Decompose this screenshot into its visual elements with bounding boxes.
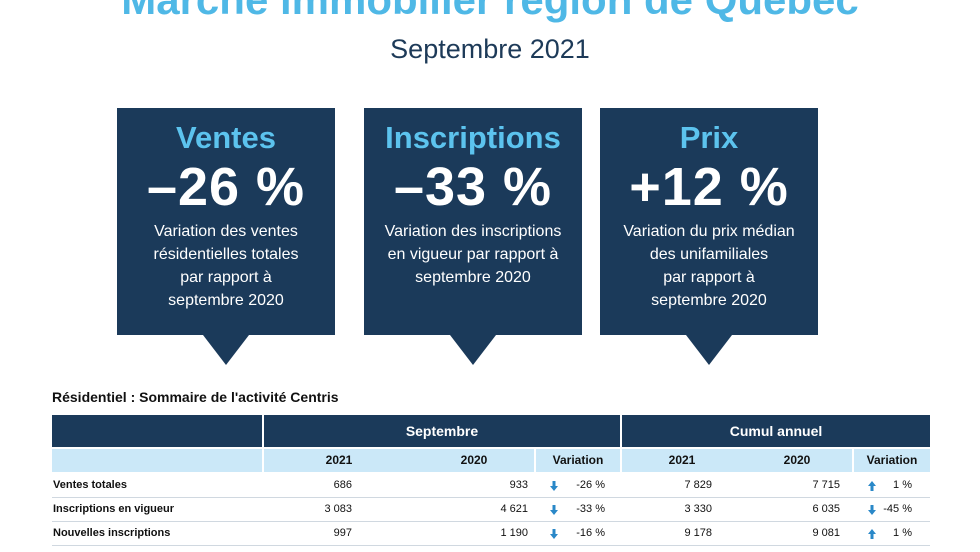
cell-variation: 1 % xyxy=(893,479,912,491)
title: Marché immobilier région de Québec xyxy=(0,0,980,24)
table: Septembre Cumul annuel 2021 2020 Variation 20… xyxy=(52,415,930,552)
card-pointer xyxy=(686,335,732,365)
card-description: Variation du prix médian des unifamiliale… xyxy=(600,220,818,312)
row-label: Ventes totales xyxy=(53,479,127,491)
description-line: septembre 2020 xyxy=(168,292,284,309)
description-line: septembre 2020 xyxy=(651,292,767,309)
card-description: Variation des ventes résidentielles total… xyxy=(117,220,335,312)
column-header: 2021 xyxy=(264,449,414,472)
description-line: septembre 2020 xyxy=(415,269,531,286)
column-header: 2020 xyxy=(742,449,852,472)
cell-value: 997 xyxy=(333,527,352,539)
column-header: Variation xyxy=(536,449,620,472)
description-line: des unifamiliales xyxy=(649,246,769,263)
card-heading: Ventes xyxy=(176,120,276,155)
cell-variation: -16 % xyxy=(576,527,605,539)
cell-value: 9 081 xyxy=(812,527,840,539)
description-line: par rapport à xyxy=(180,269,272,286)
card-pointer xyxy=(203,335,249,365)
cell-value: 7 829 xyxy=(684,479,712,491)
subtitle: Septembre 2021 xyxy=(390,34,590,64)
cell-value: 7 715 xyxy=(812,479,840,491)
card: Prix +12 % Variation du prix médian des uni… xyxy=(600,108,818,365)
description-line: par rapport à xyxy=(663,269,755,286)
cell-value: 1 190 xyxy=(500,527,528,539)
card-value: +12 % xyxy=(629,157,789,217)
cell-value: 6 035 xyxy=(812,503,840,515)
row-line xyxy=(52,545,930,546)
card-description: Variation des inscriptions en vigueur par… xyxy=(364,220,582,289)
column-header: 2021 xyxy=(622,449,742,472)
card: Inscriptions –33 % Variation des inscripti… xyxy=(364,108,582,365)
row-line xyxy=(52,497,930,498)
label-header xyxy=(52,415,262,447)
card: Ventes –26 % Variation des ventes résidenti… xyxy=(117,108,335,365)
description-line: Variation des ventes xyxy=(154,223,298,240)
card-heading: Inscriptions xyxy=(385,120,561,155)
arrow-down xyxy=(868,505,876,515)
column-header: Variation xyxy=(854,449,930,472)
card-pointer xyxy=(450,335,496,365)
column-header: 2020 xyxy=(414,449,534,472)
arrow-down xyxy=(550,529,558,539)
cell-variation: 1 % xyxy=(893,527,912,539)
row-label: Nouvelles inscriptions xyxy=(53,527,171,539)
cell-value: 686 xyxy=(333,479,352,491)
description-line: Variation des inscriptions xyxy=(384,223,562,240)
cell-value: 933 xyxy=(509,479,528,491)
description-line: résidentielles totales xyxy=(153,246,299,263)
cell-variation: -33 % xyxy=(576,503,605,515)
arrow-up xyxy=(868,481,876,491)
description-line: en vigueur par rapport à xyxy=(387,246,559,263)
arrow-up xyxy=(868,529,876,539)
cell-variation: -45 % xyxy=(883,503,912,515)
cell-value: 3 083 xyxy=(324,503,352,515)
arrow-down xyxy=(550,505,558,515)
cell-value: 9 178 xyxy=(684,527,712,539)
group-header: Cumul annuel xyxy=(622,415,930,447)
cell-value: 3 330 xyxy=(684,503,712,515)
arrow-down xyxy=(550,481,558,491)
group-header: Septembre xyxy=(264,415,620,447)
cell-value: 4 621 xyxy=(500,503,528,515)
table-title: Résidentiel : Sommaire de l'activité Cen… xyxy=(52,389,339,405)
cell-variation: -26 % xyxy=(576,479,605,491)
card-value: –33 % xyxy=(393,157,553,217)
row-line xyxy=(52,521,930,522)
row-label: Inscriptions en vigueur xyxy=(53,503,175,515)
card-heading: Prix xyxy=(679,120,739,155)
sub-header xyxy=(52,449,262,472)
card-value: –26 % xyxy=(146,157,306,217)
description-line: Variation du prix médian xyxy=(623,223,795,240)
